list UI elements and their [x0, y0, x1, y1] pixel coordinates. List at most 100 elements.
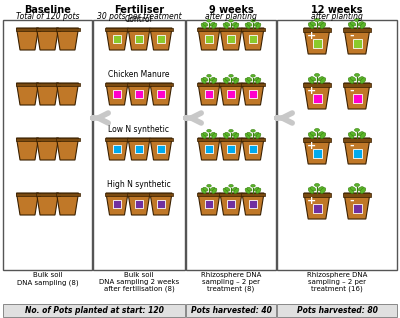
Ellipse shape [251, 74, 255, 77]
Ellipse shape [232, 187, 237, 191]
Polygon shape [242, 83, 264, 105]
Ellipse shape [254, 77, 259, 81]
Text: -: - [349, 86, 354, 96]
Ellipse shape [256, 78, 261, 84]
Ellipse shape [247, 77, 252, 81]
Ellipse shape [354, 128, 360, 132]
Bar [303, 28, 331, 32]
Ellipse shape [314, 183, 320, 186]
Bar [197, 193, 221, 196]
Bar [157, 35, 165, 43]
Polygon shape [36, 193, 58, 215]
Ellipse shape [223, 78, 228, 84]
Bar [249, 145, 257, 153]
Ellipse shape [310, 77, 316, 81]
Text: -: - [349, 141, 354, 151]
Bar [303, 138, 331, 142]
Ellipse shape [229, 184, 233, 187]
Ellipse shape [234, 78, 239, 84]
Bar [241, 83, 265, 86]
Bar [105, 83, 129, 86]
Polygon shape [344, 28, 370, 54]
Polygon shape [56, 28, 78, 50]
Bar [105, 138, 129, 141]
Ellipse shape [251, 19, 255, 22]
Bar [241, 28, 265, 31]
Bar [219, 138, 243, 141]
Ellipse shape [254, 187, 259, 191]
Polygon shape [150, 138, 172, 160]
Bar [205, 145, 213, 153]
Bar [241, 138, 265, 141]
Bar [303, 83, 331, 87]
Bar [149, 83, 173, 86]
Ellipse shape [225, 22, 230, 26]
Text: Rhizosphere DNA
sampling – 2 per
treatment (8): Rhizosphere DNA sampling – 2 per treatme… [201, 272, 261, 293]
Text: +: + [307, 196, 316, 206]
Bar [352, 149, 362, 158]
Polygon shape [198, 83, 220, 105]
Bar [36, 28, 60, 31]
Ellipse shape [308, 133, 314, 139]
Bar [56, 83, 80, 86]
Bar [16, 138, 40, 141]
Polygon shape [242, 193, 264, 215]
Text: Total of 120 pots: Total of 120 pots [16, 12, 79, 21]
Polygon shape [220, 138, 242, 160]
Ellipse shape [251, 184, 255, 187]
Ellipse shape [212, 78, 217, 84]
Ellipse shape [360, 23, 366, 29]
Bar [249, 90, 257, 98]
Polygon shape [106, 193, 128, 215]
Bar [186, 304, 276, 317]
Ellipse shape [310, 132, 316, 136]
Polygon shape [56, 83, 78, 105]
Ellipse shape [308, 188, 314, 194]
Bar [113, 145, 121, 153]
Polygon shape [198, 138, 220, 160]
Bar [157, 200, 165, 208]
Polygon shape [128, 28, 150, 50]
Ellipse shape [203, 22, 208, 26]
Bar [135, 90, 143, 98]
Bar [93, 20, 185, 270]
Polygon shape [242, 28, 264, 50]
Ellipse shape [360, 188, 366, 194]
Bar [149, 138, 173, 141]
Ellipse shape [348, 23, 354, 29]
Polygon shape [220, 193, 242, 215]
Ellipse shape [358, 132, 364, 136]
Ellipse shape [207, 184, 211, 187]
Text: Control: Control [125, 15, 153, 24]
Ellipse shape [348, 188, 354, 194]
Text: 9 weeks: 9 weeks [209, 5, 253, 15]
Bar [227, 35, 235, 43]
Text: Bulk soil
DNA sampling (8): Bulk soil DNA sampling (8) [17, 272, 78, 286]
Ellipse shape [314, 73, 320, 77]
Ellipse shape [247, 132, 252, 136]
Bar [16, 28, 40, 31]
Bar [197, 138, 221, 141]
Bar [149, 28, 173, 31]
Bar [205, 90, 213, 98]
Ellipse shape [247, 22, 252, 26]
Ellipse shape [314, 128, 320, 132]
Ellipse shape [223, 188, 228, 194]
Polygon shape [344, 138, 370, 164]
Ellipse shape [225, 187, 230, 191]
Ellipse shape [201, 188, 206, 194]
Bar [219, 28, 243, 31]
Polygon shape [344, 193, 370, 219]
Polygon shape [198, 193, 220, 215]
Ellipse shape [201, 23, 206, 29]
Ellipse shape [256, 133, 261, 139]
Ellipse shape [245, 133, 250, 139]
Ellipse shape [308, 23, 314, 29]
Ellipse shape [320, 133, 326, 139]
Polygon shape [344, 83, 370, 109]
Bar [197, 28, 221, 31]
Bar [113, 35, 121, 43]
Text: Rhizosphere DNA
sampling – 2 per
treatment (16): Rhizosphere DNA sampling – 2 per treatme… [307, 272, 367, 293]
Ellipse shape [232, 22, 237, 26]
Ellipse shape [348, 78, 354, 84]
